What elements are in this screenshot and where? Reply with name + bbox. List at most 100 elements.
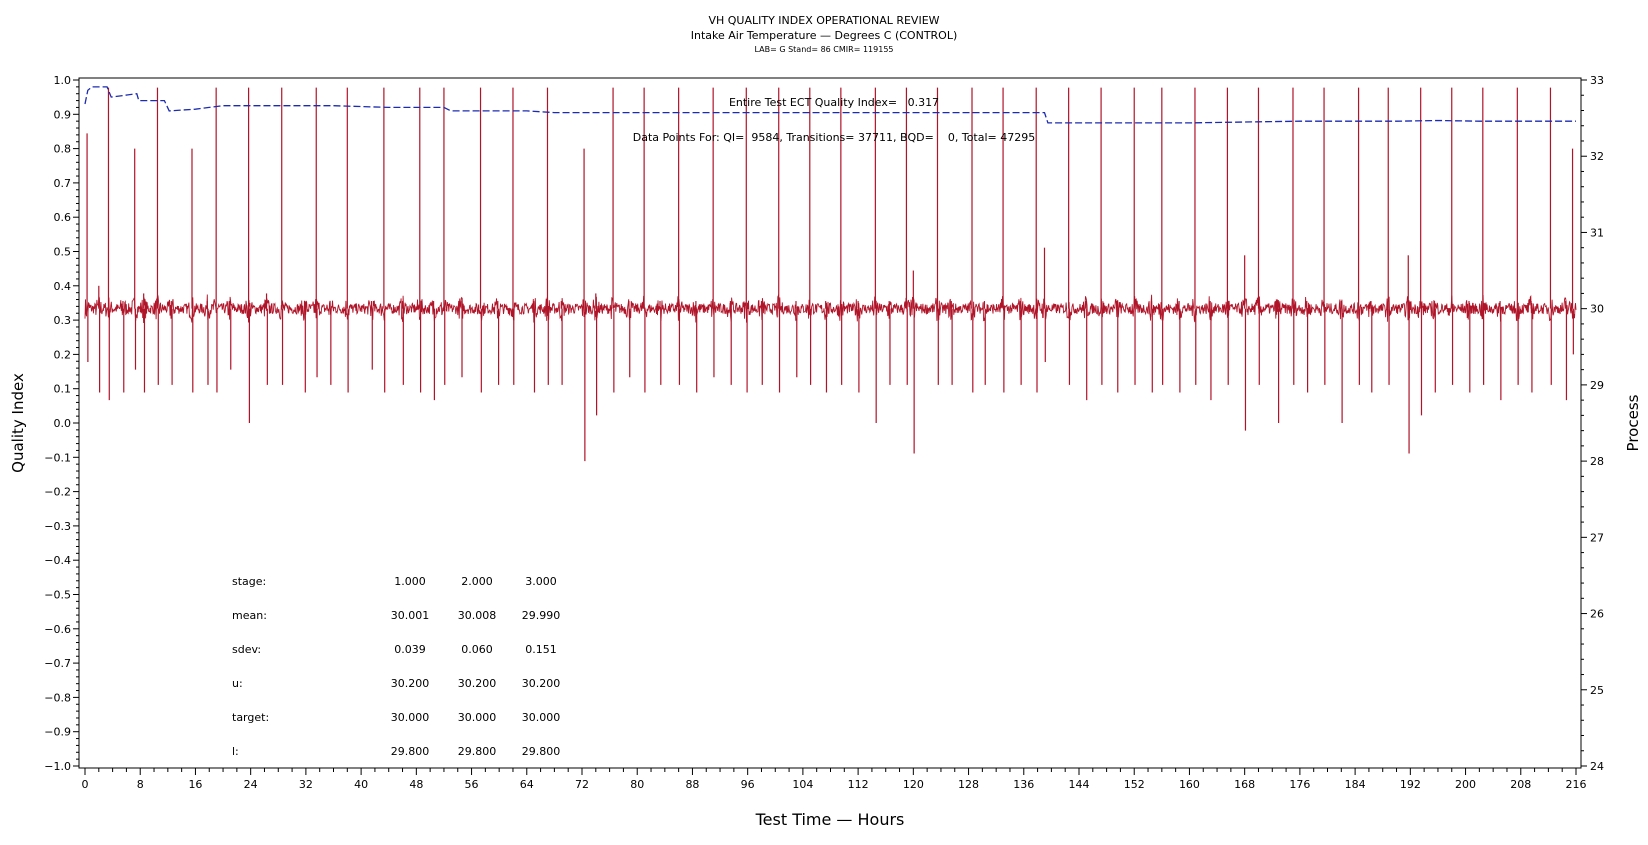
x-tick-label: 200 [1455,778,1476,791]
stats-cell: 29.800 [522,745,561,758]
stats-cell: 29.800 [391,745,430,758]
y-tick-label: −0.4 [44,554,71,567]
x-tick-label: 184 [1345,778,1366,791]
quality-index-series-line [84,86,1576,124]
y2-tick-label: 28 [1590,455,1604,468]
y-tick-label: −0.5 [44,589,71,602]
stats-cell: 30.200 [522,677,561,690]
y-tick-label: 0.6 [54,211,72,224]
x-tick-label: 56 [465,778,479,791]
y2-tick-label: 24 [1590,760,1604,773]
y-tick-label: 0.5 [54,246,72,259]
stats-cell: 2.000 [461,575,493,588]
stats-cell: 30.008 [458,609,497,622]
chart-subtitle: Intake Air Temperature — Degrees C (CONT… [691,29,958,42]
annotation-quality-index: Entire Test ECT Quality Index= 0.317 [729,96,939,109]
stats-cell: 30.200 [458,677,497,690]
chart-subtitle-lab: LAB= G Stand= 86 CMIR= 119155 [754,45,893,54]
y-tick-label: 0.1 [54,383,72,396]
stats-cell: 30.000 [522,711,561,724]
y-axis-right: 33 32 31 30 29 28 27 26 25 24 [1581,74,1604,773]
stats-cell: 30.000 [391,711,430,724]
process-series-layer [84,87,1577,462]
x-tick-label: 128 [958,778,979,791]
x-axis: 0 8 16 24 32 40 48 56 64 72 80 88 96 104 112 120 128 136 1… [82,768,1587,791]
x-tick-label: 64 [520,778,534,791]
stats-row-label: stage: [232,575,266,588]
y-tick-label: −0.3 [44,520,71,533]
y-tick-label: −0.9 [44,726,71,739]
y-tick-label: −0.7 [44,657,71,670]
x-tick-label: 96 [741,778,755,791]
x-tick-label: 0 [82,778,89,791]
y-tick-label: 0.9 [54,108,72,121]
y-tick-label: 1.0 [54,74,72,87]
y2-axis-label: Process [1624,394,1642,451]
y2-tick-label: 32 [1590,150,1604,163]
x-tick-label: 72 [575,778,589,791]
x-tick-label: 112 [848,778,869,791]
plot-frame [78,77,1582,769]
x-axis-label: Test Time — Hours [755,810,905,829]
stats-cell: 30.001 [391,609,430,622]
y2-tick-label: 30 [1590,303,1604,316]
x-tick-label: 24 [244,778,258,791]
stats-cell: 1.000 [394,575,426,588]
x-tick-label: 192 [1400,778,1421,791]
x-tick-label: 16 [188,778,202,791]
stats-cell: 0.039 [394,643,426,656]
y2-tick-label: 31 [1590,226,1604,239]
y-tick-label: 0.8 [54,143,72,156]
stats-row-label: mean: [232,609,267,622]
stats-row-label: sdev: [232,643,261,656]
x-tick-label: 144 [1069,778,1090,791]
y-tick-label: 0.7 [54,177,72,190]
x-tick-label: 136 [1013,778,1034,791]
y-tick-label: −1.0 [44,760,71,773]
stats-row-label: target: [232,711,269,724]
y-axis-label: Quality Index [9,373,27,473]
x-tick-label: 80 [630,778,644,791]
y2-tick-label: 26 [1590,608,1604,621]
stats-cell: 30.000 [458,711,497,724]
chart-title: VH QUALITY INDEX OPERATIONAL REVIEW [708,14,939,27]
y-tick-label: −0.1 [44,451,71,464]
y2-tick-label: 25 [1590,684,1604,697]
x-tick-label: 176 [1289,778,1310,791]
y-tick-label: 0.2 [54,348,72,361]
y-axis-left: 1.0 0.9 0.8 0.7 0.6 0.5 0.4 0.3 0.2 0.1 0.0 −0.1 −0.… [44,74,79,773]
y2-tick-label: 33 [1590,74,1604,87]
x-tick-label: 208 [1510,778,1531,791]
y-tick-label: 0.4 [54,280,72,293]
y-tick-label: 0.0 [54,417,72,430]
y-tick-label: −0.6 [44,623,71,636]
x-tick-label: 120 [903,778,924,791]
stats-cell: 0.151 [525,643,557,656]
process-noise-band [84,293,1577,324]
x-tick-label: 216 [1566,778,1587,791]
x-tick-label: 40 [354,778,368,791]
stats-row-label: l: [232,745,239,758]
x-tick-label: 32 [299,778,313,791]
stats-cell: 29.990 [522,609,561,622]
x-tick-label: 88 [685,778,699,791]
y-tick-label: −0.2 [44,486,71,499]
stats-cell: 30.200 [391,677,430,690]
annotation-data-points: Data Points For: QI= 9584, Transitions= … [633,131,1036,144]
x-tick-label: 104 [792,778,813,791]
x-tick-label: 168 [1234,778,1255,791]
y2-tick-label: 27 [1590,531,1604,544]
y-tick-label: −0.8 [44,691,71,704]
x-tick-label: 8 [137,778,144,791]
stats-table: stage: 1.000 2.000 3.000 mean: 30.001 30.008 29… [232,575,560,758]
x-tick-label: 152 [1124,778,1145,791]
x-tick-label: 48 [409,778,423,791]
y2-tick-label: 29 [1590,379,1604,392]
stats-cell: 3.000 [525,575,557,588]
y-tick-label: 0.3 [54,314,72,327]
stats-cell: 29.800 [458,745,497,758]
stats-row-label: u: [232,677,243,690]
stats-cell: 0.060 [461,643,493,656]
x-tick-label: 160 [1179,778,1200,791]
